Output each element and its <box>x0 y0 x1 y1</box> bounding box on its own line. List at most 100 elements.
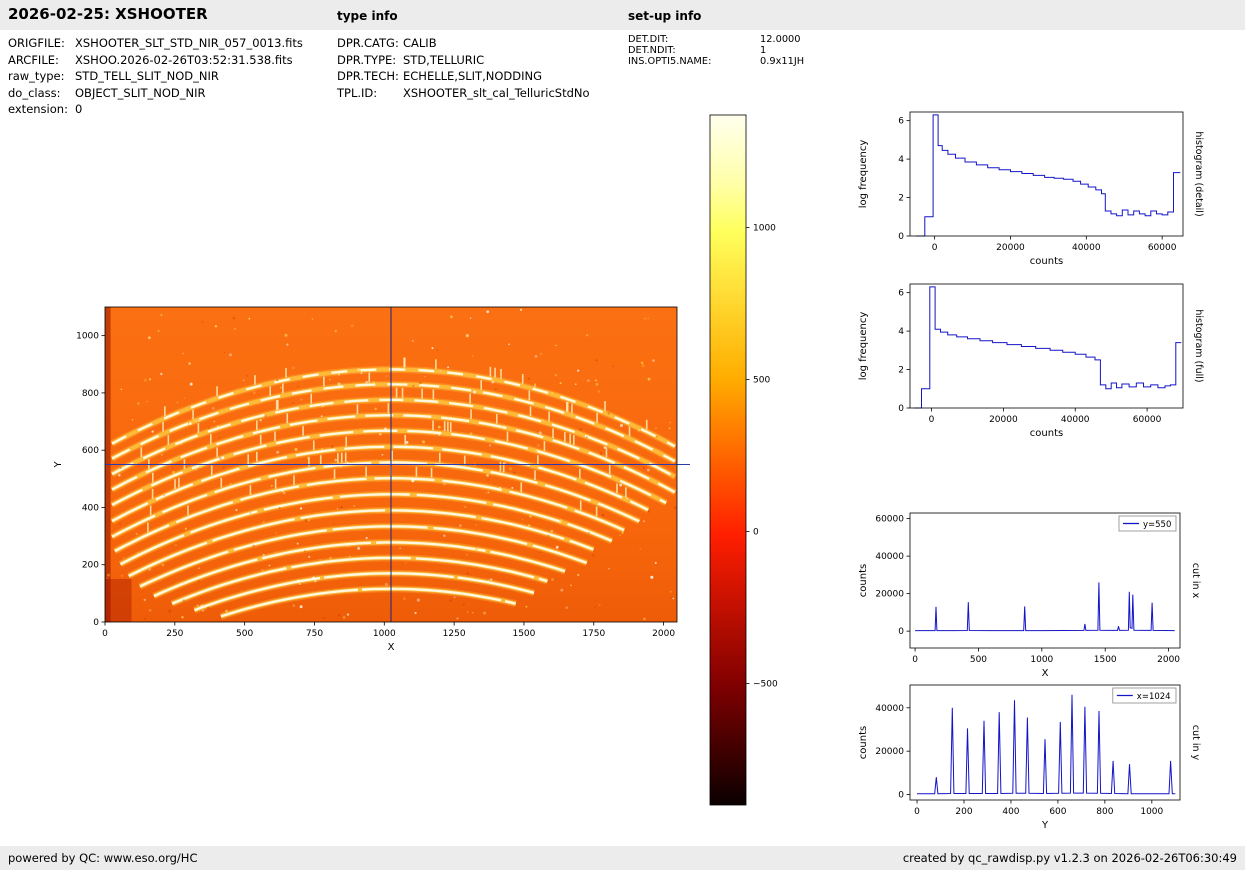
svg-text:500: 500 <box>753 375 770 385</box>
svg-text:0: 0 <box>898 791 904 801</box>
meta-value: ECHELLE,SLIT,NODDING <box>403 69 542 83</box>
meta-key: INS.OPTI5.NAME: <box>628 56 712 67</box>
svg-text:1000: 1000 <box>1140 807 1163 817</box>
meta-row: INS.OPTI5.NAME: 0.9x11JH <box>628 56 804 67</box>
meta-value: XSHOO.2026-02-26T03:52:31.538.fits <box>75 52 293 67</box>
svg-text:0: 0 <box>753 527 759 537</box>
meta-key: DPR.TECH: <box>337 69 399 83</box>
svg-text:1000: 1000 <box>1030 655 1053 665</box>
svg-text:0: 0 <box>912 655 918 665</box>
type-info-heading: type info <box>337 9 398 23</box>
footer-left: powered by QC: www.eso.org/HC <box>8 851 198 865</box>
svg-text:0: 0 <box>93 618 99 628</box>
meta-value: 0 <box>75 102 83 116</box>
svg-text:cut in x: cut in x <box>1190 563 1201 599</box>
meta-value: 0.9x11JH <box>760 56 805 67</box>
svg-text:0: 0 <box>932 243 938 253</box>
svg-text:60000: 60000 <box>1133 415 1162 425</box>
svg-text:200: 200 <box>82 561 99 571</box>
svg-text:0: 0 <box>898 404 904 414</box>
setup-info-heading: set-up info <box>628 9 702 23</box>
svg-text:Y: Y <box>53 461 64 469</box>
svg-text:250: 250 <box>166 629 183 639</box>
svg-text:20000: 20000 <box>875 590 904 600</box>
meta-value: STD,TELLURIC <box>403 52 485 67</box>
svg-text:400: 400 <box>82 503 99 513</box>
svg-text:X: X <box>388 642 395 653</box>
svg-text:1500: 1500 <box>512 629 535 639</box>
svg-text:cut in y: cut in y <box>1190 725 1201 761</box>
footer-right: created by qc_rawdisp.py v1.2.3 on 2026-… <box>902 851 1237 865</box>
meta-key: ORIGFILE: <box>8 36 65 50</box>
meta-row: DPR.TYPE: STD,TELLURIC <box>337 52 590 69</box>
svg-text:40000: 40000 <box>875 704 904 714</box>
meta-key: DET.DIT: <box>628 34 669 45</box>
svg-text:800: 800 <box>1096 807 1113 817</box>
svg-text:500: 500 <box>236 629 253 639</box>
svg-text:histogram (full): histogram (full) <box>1193 309 1204 382</box>
svg-text:800: 800 <box>82 389 99 399</box>
svg-text:40000: 40000 <box>1061 415 1090 425</box>
svg-text:counts: counts <box>858 564 869 597</box>
meta-value: XSHOOTER_slt_cal_TelluricStdNo <box>403 85 590 100</box>
svg-text:500: 500 <box>970 655 987 665</box>
meta-row: do_class: OBJECT_SLIT_NOD_NIR <box>8 85 303 102</box>
svg-text:600: 600 <box>1049 807 1066 817</box>
meta-key: TPL.ID: <box>337 85 378 100</box>
meta-row: ARCFILE: XSHOO.2026-02-26T03:52:31.538.fi… <box>8 52 303 69</box>
meta-value: OBJECT_SLIT_NOD_NIR <box>75 85 206 100</box>
svg-text:1000: 1000 <box>753 223 776 233</box>
meta-key: ARCFILE: <box>8 52 59 67</box>
svg-text:y=550: y=550 <box>1143 520 1171 530</box>
file-info-block: ORIGFILE: XSHOOTER_SLT_STD_NIR_057_0013.f… <box>8 35 303 118</box>
setup-info-block: DET.DIT: 12.0000 DET.NDIT: 1 INS.OPTI5.NAM… <box>628 34 804 67</box>
svg-text:6: 6 <box>898 117 904 127</box>
meta-key: do_class: <box>8 85 61 100</box>
meta-value: CALIB <box>403 36 437 50</box>
svg-text:2: 2 <box>898 366 904 376</box>
svg-text:40000: 40000 <box>1072 243 1101 253</box>
hist-full-plot: 0 20000 40000 60000 0 2 4 6 counts log frequency h… <box>858 283 1204 439</box>
svg-text:x=1024: x=1024 <box>1137 692 1171 702</box>
svg-text:6: 6 <box>898 289 904 299</box>
svg-text:Y: Y <box>1041 820 1049 831</box>
svg-text:20000: 20000 <box>989 415 1018 425</box>
svg-text:750: 750 <box>306 629 323 639</box>
meta-value: STD_TELL_SLIT_NOD_NIR <box>75 69 219 83</box>
meta-key: DET.NDIT: <box>628 45 676 56</box>
meta-row: extension: 0 <box>8 101 303 118</box>
meta-key: DPR.TYPE: <box>337 52 397 67</box>
svg-text:0: 0 <box>898 232 904 242</box>
meta-row: raw_type: STD_TELL_SLIT_NOD_NIR <box>8 68 303 85</box>
svg-text:0: 0 <box>929 415 935 425</box>
svg-text:200: 200 <box>955 807 972 817</box>
meta-value: 1 <box>760 45 767 56</box>
meta-row: DET.NDIT: 1 <box>628 45 804 56</box>
svg-text:0: 0 <box>914 807 920 817</box>
svg-text:2000: 2000 <box>652 629 675 639</box>
svg-text:60000: 60000 <box>1148 243 1177 253</box>
svg-text:1000: 1000 <box>373 629 396 639</box>
header-bar: 2026-02-25: XSHOOTER type info set-up in… <box>0 0 1245 30</box>
hist-detail-plot: 0 20000 40000 60000 0 2 4 6 counts log frequency h… <box>858 111 1204 267</box>
svg-text:60000: 60000 <box>875 515 904 525</box>
colorbar: 1000 500 0 −500 <box>709 114 778 806</box>
svg-text:4: 4 <box>898 327 904 337</box>
type-info-block: DPR.CATG: CALIB DPR.TYPE: STD,TELLURIC DPR… <box>337 35 590 101</box>
svg-text:1250: 1250 <box>443 629 466 639</box>
svg-text:2000: 2000 <box>1157 655 1180 665</box>
svg-text:4: 4 <box>898 155 904 165</box>
meta-key: extension: <box>8 102 68 116</box>
svg-text:counts: counts <box>1030 428 1063 439</box>
meta-row: TPL.ID: XSHOOTER_slt_cal_TelluricStdNo <box>337 85 590 102</box>
meta-row: DET.DIT: 12.0000 <box>628 34 804 45</box>
meta-row: ORIGFILE: XSHOOTER_SLT_STD_NIR_057_0013.f… <box>8 35 303 52</box>
meta-key: raw_type: <box>8 69 65 83</box>
raw-frame-heatmap: 0 250 500 750 1000 1250 1500 1750 2000 0 200 400 600… <box>53 306 690 653</box>
page-title: 2026-02-25: XSHOOTER <box>8 5 208 23</box>
svg-text:1000: 1000 <box>76 332 99 342</box>
svg-text:600: 600 <box>82 446 99 456</box>
meta-value: 12.0000 <box>760 34 801 45</box>
